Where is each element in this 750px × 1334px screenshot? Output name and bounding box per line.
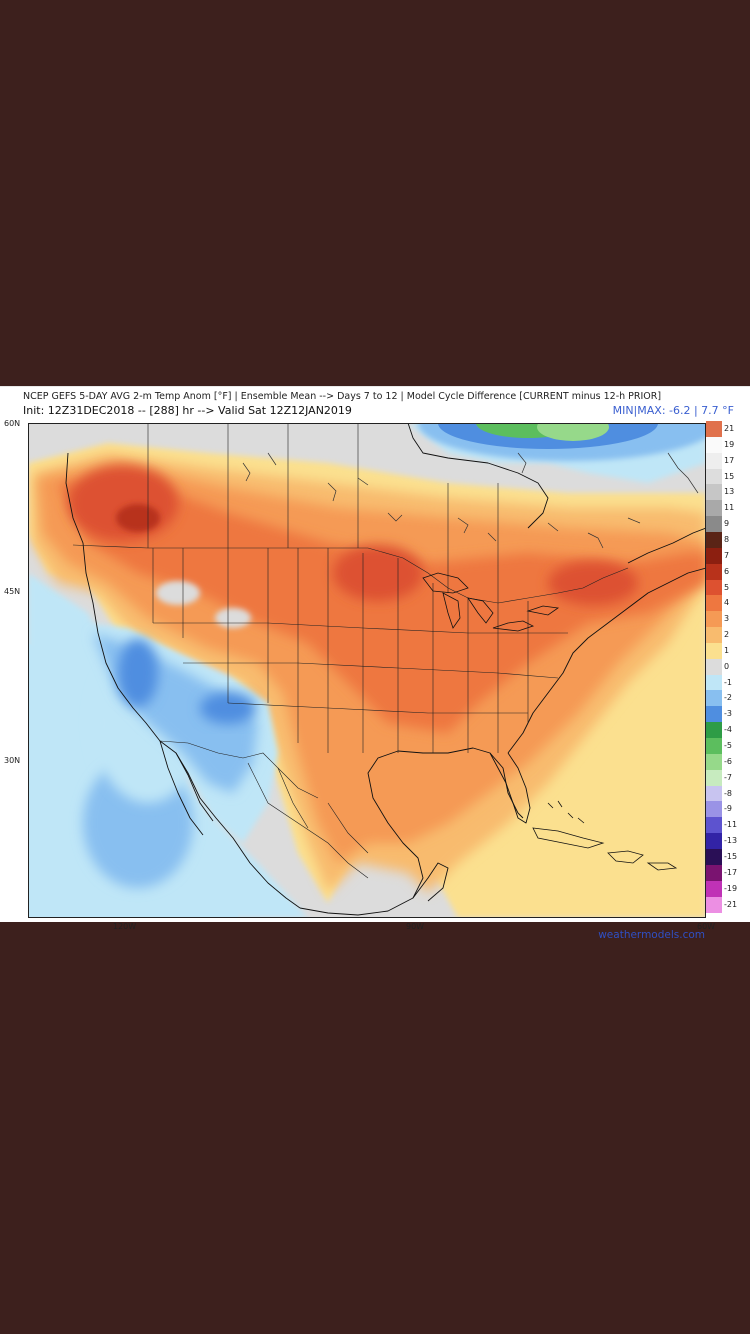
- legend-swatch: [706, 896, 722, 913]
- neutral-pocket-1: [156, 581, 200, 605]
- legend-swatch: [706, 627, 722, 644]
- legend-label: 5: [724, 582, 730, 592]
- legend-label: 15: [724, 471, 735, 481]
- legend-swatch: [706, 468, 722, 485]
- legend-label: 0: [724, 661, 730, 671]
- legend-swatch: [706, 738, 722, 755]
- legend-label: 7: [724, 550, 730, 560]
- legend-swatch: [706, 690, 722, 707]
- legend-label: 6: [724, 566, 730, 576]
- legend-label: -1: [724, 677, 732, 687]
- legend-swatch: [706, 531, 722, 549]
- warm-core-upper-midwest: [333, 545, 423, 601]
- legend-label: -17: [724, 867, 738, 877]
- map-panel: NCEP GEFS 5-DAY AVG 2-m Temp Anom [°F] |…: [0, 386, 750, 941]
- lon-label-60w: 60W: [697, 922, 716, 931]
- lon-label-120w: 120W: [113, 922, 137, 931]
- legend-label: 4: [724, 598, 730, 608]
- legend-label: -7: [724, 772, 732, 782]
- map-init-valid: Init: 12Z31DEC2018 -- [288] hr --> Valid…: [23, 404, 352, 417]
- legend-label: 3: [724, 614, 730, 624]
- lat-label-60n: 60N: [4, 419, 21, 428]
- legend-swatch: [706, 833, 722, 850]
- neutral-pocket-2: [215, 608, 251, 628]
- lat-label-30n: 30N: [4, 756, 21, 765]
- map-frame: [28, 423, 706, 918]
- anomaly-map: [28, 423, 706, 918]
- legend-swatch: [706, 769, 722, 787]
- arizona-cool-core: [200, 692, 256, 724]
- california-cool-core: [118, 639, 158, 707]
- legend-swatch: [706, 706, 722, 723]
- legend-label: -15: [724, 851, 738, 861]
- legend-swatch: [706, 817, 722, 834]
- legend-swatch: [706, 547, 722, 565]
- min-max-readout: MIN|MAX: -6.2 | 7.7 °F: [612, 404, 734, 417]
- legend-swatch: [706, 595, 722, 612]
- legend-swatch: [706, 848, 722, 866]
- warm-region-4f: [58, 483, 706, 733]
- legend-label: -8: [724, 788, 732, 798]
- legend-label: -11: [724, 820, 738, 830]
- legend-label: -19: [724, 883, 738, 893]
- legend-swatch: [706, 785, 722, 802]
- legend-swatch: [706, 611, 722, 628]
- legend-label: -2: [724, 693, 732, 703]
- legend-label: -9: [724, 804, 732, 814]
- legend-swatch: [706, 722, 722, 739]
- legend-label: 21: [724, 424, 735, 433]
- caribbean-islands: [532, 800, 678, 871]
- legend-swatch: [706, 500, 722, 517]
- legend-label: -4: [724, 725, 732, 735]
- legend-label: 2: [724, 630, 730, 640]
- legend-swatch: [706, 642, 722, 660]
- lat-label-45n: 45N: [4, 587, 21, 596]
- legend-swatch: [706, 436, 722, 454]
- legend-swatch: [706, 658, 722, 676]
- legend-swatch: [706, 753, 722, 771]
- map-title: NCEP GEFS 5-DAY AVG 2-m Temp Anom [°F] |…: [23, 391, 662, 402]
- legend-label: 11: [724, 503, 735, 513]
- warm-core-pacific-northwest: [68, 465, 178, 541]
- legend-label: -6: [724, 756, 732, 766]
- legend-label: 1: [724, 645, 730, 655]
- legend-swatch: [706, 452, 722, 470]
- legend-swatch: [706, 421, 722, 438]
- legend-swatch: [706, 864, 722, 882]
- legend-swatch: [706, 880, 722, 897]
- legend-swatch: [706, 801, 722, 818]
- arctic-light-green-core: [537, 423, 609, 441]
- legend-label: 9: [724, 519, 730, 529]
- legend-swatch: [706, 579, 722, 596]
- great-lakes-outline: [422, 572, 560, 632]
- legend-label: 17: [724, 455, 735, 465]
- legend-label: -13: [724, 836, 738, 846]
- legend-swatch: [706, 563, 722, 580]
- legend-label: -3: [724, 709, 732, 719]
- warm-peak-core: [116, 504, 160, 532]
- legend-swatch: [706, 516, 722, 533]
- legend-label: 13: [724, 487, 735, 497]
- legend-label: -5: [724, 741, 732, 750]
- political-borders: [72, 423, 629, 879]
- canadian-lakes: [242, 452, 699, 549]
- lon-label-90w: 90W: [406, 922, 425, 931]
- coastline-outlines: [65, 423, 706, 916]
- legend-swatch: [706, 674, 722, 691]
- legend-label: 8: [724, 534, 730, 544]
- legend-label: 19: [724, 439, 735, 449]
- legend-label: -21: [724, 899, 738, 909]
- legend-swatch: [706, 484, 722, 501]
- credit-text: weathermodels.com: [598, 929, 705, 941]
